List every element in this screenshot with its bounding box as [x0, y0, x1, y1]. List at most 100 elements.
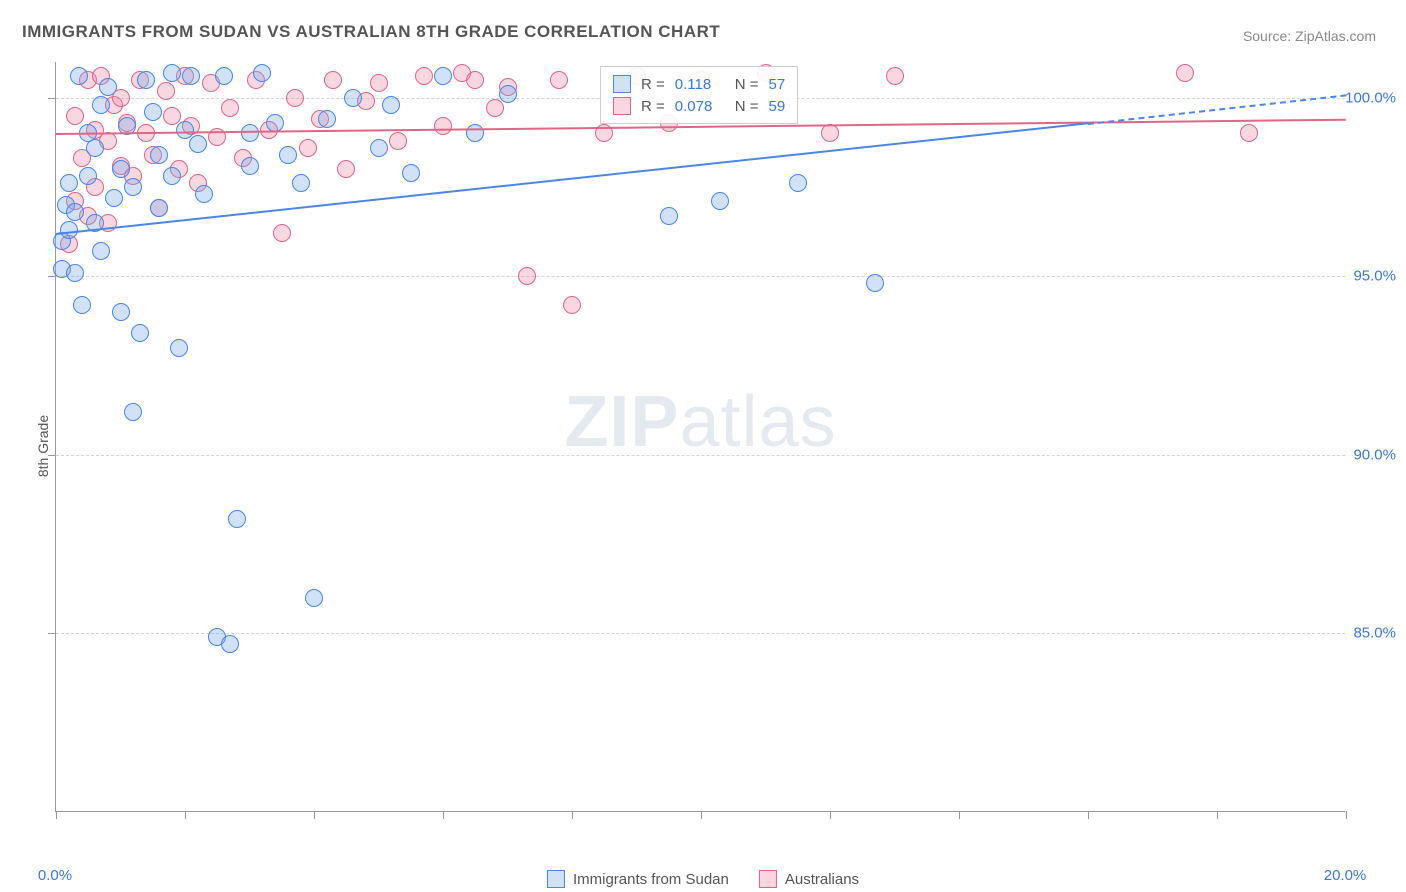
y-tick-label: 90.0%	[1353, 446, 1396, 463]
data-point	[144, 103, 162, 121]
data-point	[434, 67, 452, 85]
grid-line	[56, 276, 1345, 277]
data-point	[157, 82, 175, 100]
data-point	[563, 296, 581, 314]
data-point	[1176, 64, 1194, 82]
chart-title: IMMIGRANTS FROM SUDAN VS AUSTRALIAN 8TH …	[22, 22, 720, 42]
data-point	[344, 89, 362, 107]
data-point	[253, 64, 271, 82]
data-point	[221, 99, 239, 117]
scatter-plot-area: ZIPatlas	[55, 62, 1345, 812]
data-point	[79, 167, 97, 185]
watermark-bold: ZIP	[564, 382, 679, 462]
data-point	[292, 174, 310, 192]
data-point	[92, 96, 110, 114]
data-point	[266, 114, 284, 132]
n-label: N =	[735, 98, 759, 115]
data-point	[215, 67, 233, 85]
data-point	[163, 64, 181, 82]
y-tick-label: 95.0%	[1353, 268, 1396, 285]
data-point	[886, 67, 904, 85]
data-point	[228, 510, 246, 528]
y-tick-label: 85.0%	[1353, 625, 1396, 642]
data-point	[466, 124, 484, 142]
data-point	[241, 124, 259, 142]
x-tick	[185, 811, 186, 819]
data-point	[131, 324, 149, 342]
legend-swatch	[759, 870, 777, 888]
r-value: 0.078	[675, 98, 725, 115]
data-point	[711, 192, 729, 210]
data-point	[1240, 124, 1258, 142]
stats-legend-row: R =0.118N =57	[613, 73, 785, 95]
data-point	[221, 635, 239, 653]
data-point	[86, 139, 104, 157]
r-label: R =	[641, 76, 665, 93]
series-legend: Immigrants from Sudan Australians	[547, 870, 859, 888]
data-point	[195, 185, 213, 203]
data-point	[286, 89, 304, 107]
data-point	[189, 135, 207, 153]
data-point	[789, 174, 807, 192]
data-point	[402, 164, 420, 182]
data-point	[66, 107, 84, 125]
correlation-stats-legend: R = 0.118 N = 57 R = 0.078 N = 59	[600, 66, 798, 124]
legend-label: Immigrants from Sudan	[573, 871, 729, 888]
stats-legend-row: R = 0.078 N = 59	[613, 95, 785, 117]
n-value: 59	[769, 98, 786, 115]
x-tick	[314, 811, 315, 819]
r-value: 0.118	[675, 76, 725, 93]
data-point	[279, 146, 297, 164]
legend-item: Immigrants from Sudan	[547, 870, 729, 888]
data-point	[73, 296, 91, 314]
data-point	[299, 139, 317, 157]
y-axis-label: 8th Grade	[35, 415, 51, 477]
n-value: 57	[769, 76, 786, 93]
x-tick	[572, 811, 573, 819]
data-point	[66, 264, 84, 282]
r-label: R =	[641, 98, 665, 115]
data-point	[150, 199, 168, 217]
y-tick	[48, 633, 56, 634]
data-point	[518, 267, 536, 285]
y-tick	[48, 455, 56, 456]
source-attribution: Source: ZipAtlas.com	[1243, 28, 1376, 44]
data-point	[182, 67, 200, 85]
data-point	[337, 160, 355, 178]
data-point	[70, 67, 88, 85]
data-point	[499, 85, 517, 103]
x-tick-label: 0.0%	[38, 867, 72, 884]
data-point	[163, 167, 181, 185]
x-tick-label: 20.0%	[1324, 867, 1367, 884]
y-tick	[48, 98, 56, 99]
data-point	[150, 146, 168, 164]
data-point	[486, 99, 504, 117]
watermark-rest: atlas	[679, 382, 836, 462]
y-tick	[48, 276, 56, 277]
data-point	[370, 139, 388, 157]
data-point	[466, 71, 484, 89]
grid-line	[56, 455, 1345, 456]
x-tick	[830, 811, 831, 819]
x-tick	[701, 811, 702, 819]
grid-line	[56, 633, 1345, 634]
legend-label: Australians	[785, 871, 859, 888]
data-point	[170, 339, 188, 357]
data-point	[660, 207, 678, 225]
data-point	[415, 67, 433, 85]
x-tick	[959, 811, 960, 819]
data-point	[112, 160, 130, 178]
data-point	[434, 117, 452, 135]
data-point	[124, 403, 142, 421]
x-tick	[443, 811, 444, 819]
legend-item: Australians	[759, 870, 859, 888]
data-point	[112, 303, 130, 321]
data-point	[866, 274, 884, 292]
data-point	[92, 242, 110, 260]
data-point	[60, 174, 78, 192]
data-point	[318, 110, 336, 128]
data-point	[370, 74, 388, 92]
watermark: ZIPatlas	[564, 381, 836, 463]
data-point	[821, 124, 839, 142]
data-point	[66, 203, 84, 221]
